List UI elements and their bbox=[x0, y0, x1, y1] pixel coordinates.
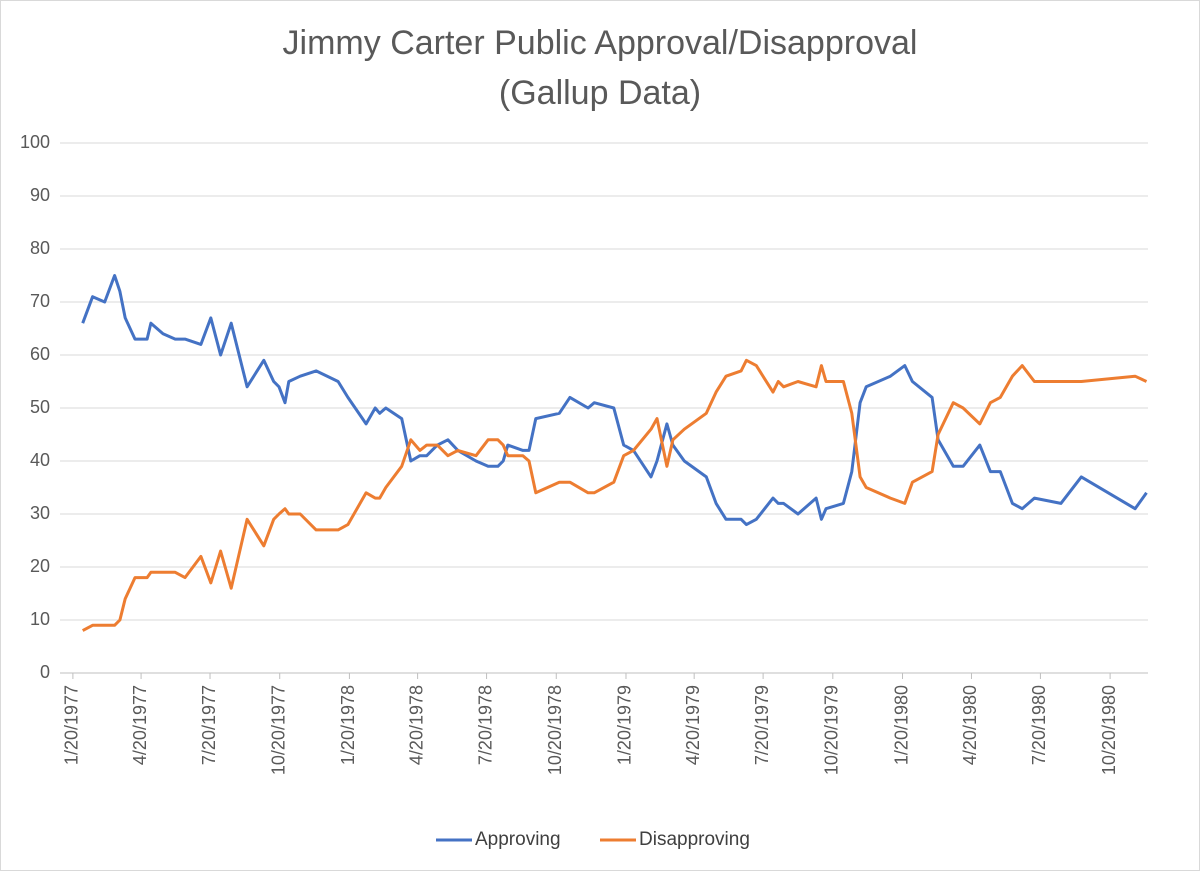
y-tick-label: 30 bbox=[30, 503, 50, 523]
y-tick-label: 20 bbox=[30, 556, 50, 576]
y-tick-label: 0 bbox=[40, 662, 50, 682]
legend-label: Disapproving bbox=[639, 829, 750, 850]
y-tick-label: 70 bbox=[30, 291, 50, 311]
x-tick-label: 4/20/1978 bbox=[406, 685, 426, 765]
y-tick-label: 80 bbox=[30, 238, 50, 258]
x-tick-label: 1/20/1980 bbox=[891, 685, 911, 765]
x-tick-label: 10/20/1979 bbox=[822, 685, 842, 775]
x-tick-label: 4/20/1977 bbox=[130, 685, 150, 765]
x-tick-label: 10/20/1977 bbox=[268, 685, 288, 775]
y-tick-label: 100 bbox=[20, 132, 50, 152]
x-tick-label: 7/20/1979 bbox=[752, 685, 772, 765]
y-tick-label: 10 bbox=[30, 609, 50, 629]
x-tick-label: 4/20/1980 bbox=[960, 685, 980, 765]
data-line bbox=[81, 274, 1148, 527]
y-tick-label: 50 bbox=[30, 397, 50, 417]
x-tick-label: 7/20/1980 bbox=[1029, 685, 1049, 765]
x-tick-label: 7/20/1978 bbox=[475, 685, 495, 765]
y-tick-label: 90 bbox=[30, 185, 50, 205]
x-tick-label: 4/20/1979 bbox=[683, 685, 703, 765]
x-tick-label: 7/20/1977 bbox=[199, 685, 219, 765]
x-tick-label: 1/20/1977 bbox=[62, 685, 82, 765]
x-tick-label: 10/20/1980 bbox=[1099, 685, 1119, 775]
x-tick-label: 1/20/1978 bbox=[338, 685, 358, 765]
y-tick-label: 40 bbox=[30, 450, 50, 470]
x-tick-label: 1/20/1979 bbox=[615, 685, 635, 765]
x-tick-label: 10/20/1978 bbox=[545, 685, 565, 775]
chart-subtitle: (Gallup Data) bbox=[499, 74, 701, 112]
chart-title: Jimmy Carter Public Approval/Disapproval bbox=[283, 24, 918, 62]
data-line bbox=[81, 358, 1148, 632]
legend-label: Approving bbox=[475, 829, 561, 850]
y-tick-label: 60 bbox=[30, 344, 50, 364]
